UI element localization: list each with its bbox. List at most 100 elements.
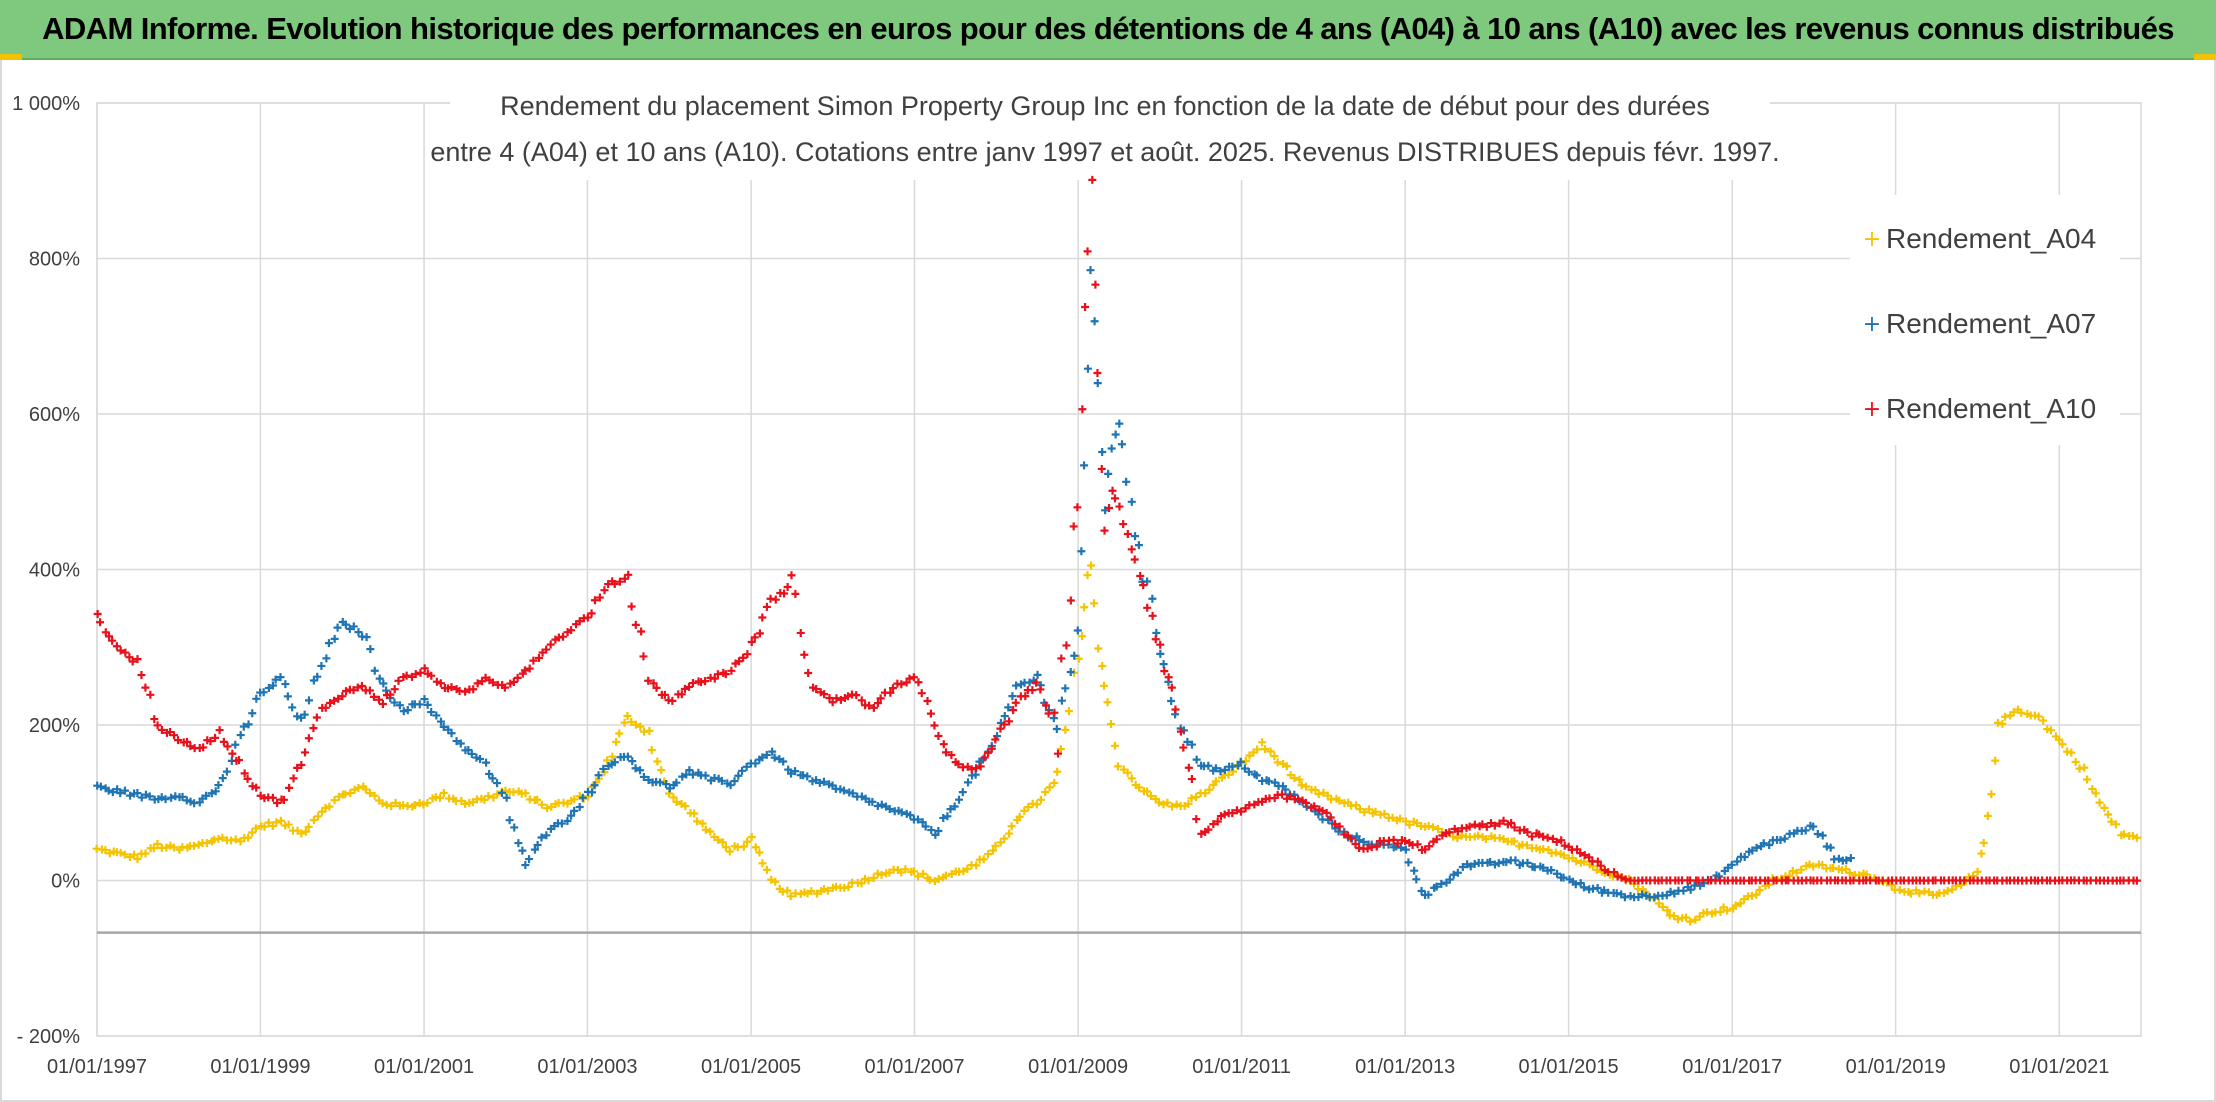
data-point — [342, 687, 351, 696]
data-point — [758, 859, 767, 868]
data-point — [1148, 611, 1157, 620]
data-point — [1057, 654, 1066, 663]
data-point — [1273, 758, 1282, 767]
data-point — [353, 683, 362, 692]
data-point — [803, 772, 812, 781]
data-point — [1282, 762, 1291, 771]
legend-marker-a10: + — [1863, 397, 1881, 422]
legend-label-a10: Rendement_A10 — [1886, 393, 2096, 424]
data-point — [505, 816, 514, 825]
data-point — [1119, 520, 1128, 529]
data-point — [559, 632, 568, 641]
data-point — [636, 766, 645, 775]
data-point — [800, 650, 809, 659]
data-point — [1417, 886, 1426, 895]
data-point — [600, 586, 609, 595]
data-point — [252, 783, 261, 792]
data-point — [125, 653, 134, 662]
legend: + Rendement_A04 + Rendement_A07 + Rendem… — [1850, 195, 2120, 445]
data-point — [1510, 823, 1519, 832]
legend-marker-a04: + — [1863, 227, 1881, 252]
data-point — [1346, 834, 1355, 843]
data-point — [341, 620, 350, 629]
data-point — [2009, 708, 2018, 717]
data-point — [909, 867, 918, 876]
data-point — [885, 868, 894, 877]
data-point — [273, 798, 282, 807]
x-tick-label: 01/01/2021 — [2009, 1056, 2109, 1078]
data-point — [268, 793, 277, 802]
data-point — [710, 674, 719, 683]
data-point — [1432, 835, 1441, 844]
data-point — [698, 819, 707, 828]
data-point — [321, 703, 330, 712]
x-tick-label: 01/01/1999 — [210, 1056, 310, 1078]
data-point — [547, 802, 556, 811]
data-point — [1080, 461, 1089, 470]
data-point — [1080, 603, 1089, 612]
data-point — [301, 827, 310, 836]
data-point — [688, 679, 697, 688]
data-point — [1829, 863, 1838, 872]
data-point — [1620, 893, 1629, 902]
data-point — [1050, 708, 1059, 717]
data-point — [734, 657, 743, 666]
data-point — [293, 712, 302, 721]
data-point — [570, 806, 579, 815]
data-point — [334, 694, 343, 703]
data-point — [141, 683, 150, 692]
data-point — [832, 694, 841, 703]
data-point — [1278, 790, 1287, 799]
data-point — [2132, 876, 2141, 885]
data-point — [223, 742, 232, 751]
y-tick-label: 800% — [29, 249, 80, 271]
data-point — [1176, 727, 1185, 736]
data-point — [1895, 886, 1904, 895]
data-point — [402, 671, 411, 680]
data-point — [354, 783, 363, 792]
chart-title-line-1: Rendement du placement Simon Property Gr… — [500, 91, 1710, 121]
data-point — [1703, 908, 1712, 917]
data-point — [108, 788, 117, 797]
data-point — [116, 848, 125, 857]
data-point — [1335, 796, 1344, 805]
data-point — [121, 648, 130, 657]
data-point — [1310, 802, 1319, 811]
data-point — [958, 788, 967, 797]
x-tick-label: 01/01/2019 — [1846, 1056, 1946, 1078]
data-point — [1127, 774, 1136, 783]
data-point — [537, 833, 546, 842]
grid-layer: - 200% 0% 200% 400% 600% 800% 1 000% 01/01/1997… — [12, 93, 2142, 1078]
data-point — [1192, 815, 1201, 824]
data-point — [1592, 865, 1601, 874]
data-point — [1465, 822, 1474, 831]
data-point — [1425, 842, 1434, 851]
data-point — [252, 694, 261, 703]
data-point — [1187, 794, 1196, 803]
data-point — [1270, 752, 1279, 761]
data-point — [1164, 673, 1173, 682]
data-point — [2058, 740, 2067, 749]
data-point — [542, 645, 551, 654]
data-point — [236, 731, 245, 740]
data-point — [186, 742, 195, 751]
data-point — [1499, 835, 1508, 844]
data-point — [427, 708, 436, 717]
data-point — [743, 837, 752, 846]
data-point — [791, 589, 800, 598]
data-point — [1731, 901, 1740, 910]
data-point — [153, 840, 162, 849]
series-Rendement_A07 — [93, 266, 1855, 902]
data-point — [1083, 247, 1092, 256]
data-point — [2111, 820, 2120, 829]
y-tick-label: 1 000% — [12, 93, 80, 115]
data-point — [947, 751, 956, 760]
data-point — [1716, 907, 1725, 916]
data-point — [612, 738, 621, 747]
data-point — [925, 875, 934, 884]
data-point — [1015, 812, 1024, 821]
banner-title: ADAM Informe. Evolution historique des p… — [42, 11, 2174, 46]
data-point — [578, 793, 587, 802]
data-point — [923, 697, 932, 706]
x-tick-label: 01/01/2005 — [701, 1056, 801, 1078]
